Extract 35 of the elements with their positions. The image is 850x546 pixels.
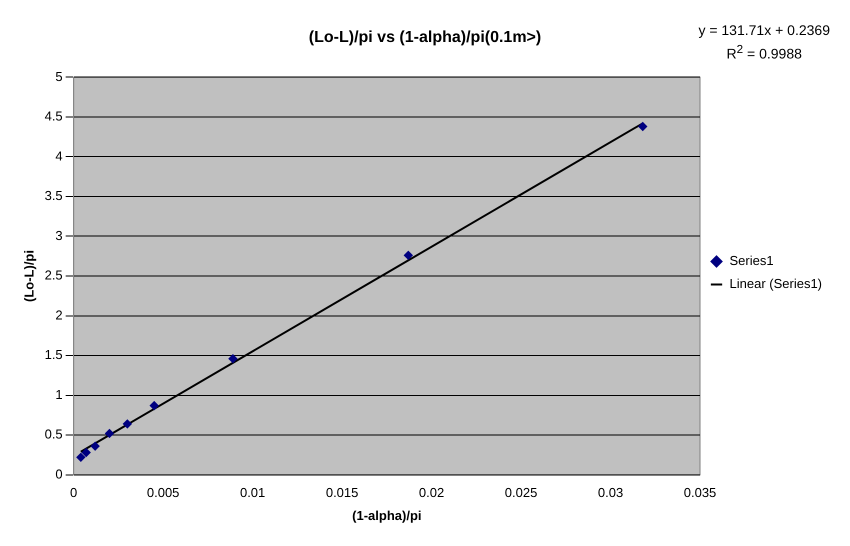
x-tick-label: 0.015 [326,485,358,500]
y-axis-title: (Lo-L)/pi [21,250,36,302]
text: y = 131.71x + 0.2369 [698,21,830,40]
y-tick-label: 5 [55,68,63,84]
legend-label: Linear (Series1) [730,276,822,292]
point [228,354,238,364]
point [638,122,648,132]
y-tick-label: 3 [55,228,63,243]
y-tick-label: 1 [55,386,63,402]
point [122,419,132,428]
y-tick-label: 0 [55,466,63,482]
y-tick-label: 4 [55,148,63,164]
x-tick-label: 0.025 [504,485,538,500]
y-tick-label: 0.5 [44,426,63,442]
legend-label: Series1 [730,253,774,268]
y-tick-label: 3.5 [44,188,63,204]
chart-title: (Lo-L)/pi vs (1-alpha)/pi(0.1m>) [308,29,542,46]
x-tick-label: 0.02 [418,485,444,500]
point [90,442,100,451]
x-tick-label: 0.005 [146,485,180,500]
x-tick-label: 0.035 [684,485,716,500]
y-tick-label: 2 [55,307,63,322]
point [104,428,114,438]
point [404,250,413,260]
y-tick-label: 2.5 [44,268,63,283]
point [150,401,159,410]
y-tick-label: 4.5 [44,108,63,124]
point [76,452,86,462]
x-axis-title: (1-alpha)/pi [352,508,422,523]
point [82,448,91,458]
x-tick-label: 0 [70,485,78,500]
text: R$^{2}$ = 0.9988 [726,42,803,64]
x-tick-label: 0.03 [598,485,624,500]
y-tick-label: 1.5 [44,347,63,362]
x-tick-label: 0.01 [240,485,266,500]
